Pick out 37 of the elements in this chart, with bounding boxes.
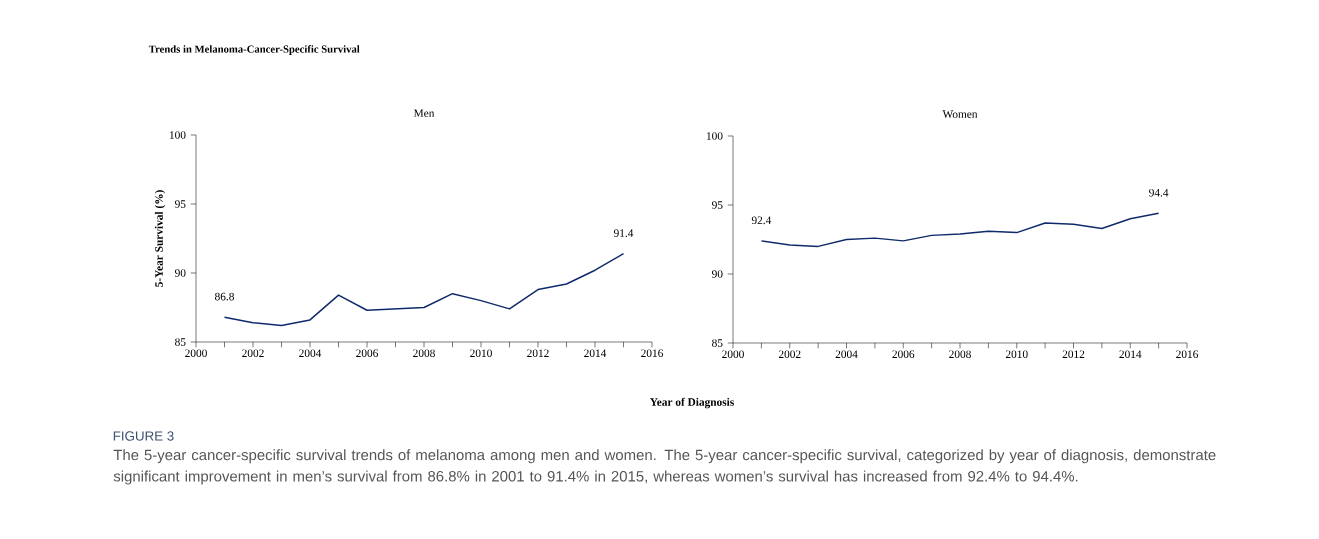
x-tick-label: 2000 <box>722 350 744 359</box>
x-tick-label: 2000 <box>185 349 207 358</box>
x-tick-label: 2014 <box>1119 350 1142 359</box>
text: The 5-year cancer-specific survival trends of melanoma among men and women. The 5-year cancer-specific survival, categorized by year of diagnosis, demonstrate significant improvement in men’s survival from 86.8% in 2001 to 91.4% in 2015, whereas women’s survival has increased from 92.4% to 94.4%. <box>113 449 1216 485</box>
x-tick-label: 2008 <box>949 350 971 359</box>
chart-title: Men <box>413 109 435 117</box>
y-tick-label: 100 <box>706 132 723 140</box>
y-tick-label: 100 <box>169 131 186 139</box>
text: Trends in Melanoma-Cancer-Specific Survival <box>148 45 360 55</box>
x-tick-label: 2004 <box>299 349 322 358</box>
x-tick-label: 2006 <box>356 349 379 358</box>
y-tick-label: 95 <box>174 200 186 208</box>
caption: FIGURE 3 <box>113 431 174 441</box>
y-tick-label: 85 <box>712 339 723 347</box>
x-tick-label: 2016 <box>1176 350 1199 359</box>
y-tick-label: 90 <box>712 270 723 278</box>
x-tick-label: 2006 <box>892 350 915 359</box>
x-tick-label: 2012 <box>527 349 549 358</box>
x-tick-label: 2002 <box>242 349 264 358</box>
data-label: 92.4 <box>751 216 772 225</box>
x-axis-title: Year of Diagnosis <box>650 397 734 409</box>
x-tick-label: 2016 <box>641 349 664 358</box>
x-tick-label: 2004 <box>835 350 858 359</box>
data-label: 94.4 <box>1149 188 1169 197</box>
x-tick-label: 2012 <box>1062 350 1085 359</box>
y-tick-label: 95 <box>712 201 723 209</box>
data-label: 86.8 <box>215 292 234 301</box>
y-tick-label: 85 <box>175 338 186 346</box>
x-tick-label: 2010 <box>1005 350 1028 359</box>
x-tick-label: 2008 <box>413 349 435 358</box>
chart-title: Women <box>942 110 978 118</box>
y-tick-label: 90 <box>174 269 186 277</box>
x-tick-label: 2014 <box>584 349 607 358</box>
x-tick-label: 2010 <box>470 349 492 358</box>
y-axis-title: 5-Year Survival (%) <box>154 190 166 287</box>
x-tick-label: 2002 <box>778 350 801 359</box>
data-label: 91.4 <box>613 229 634 237</box>
